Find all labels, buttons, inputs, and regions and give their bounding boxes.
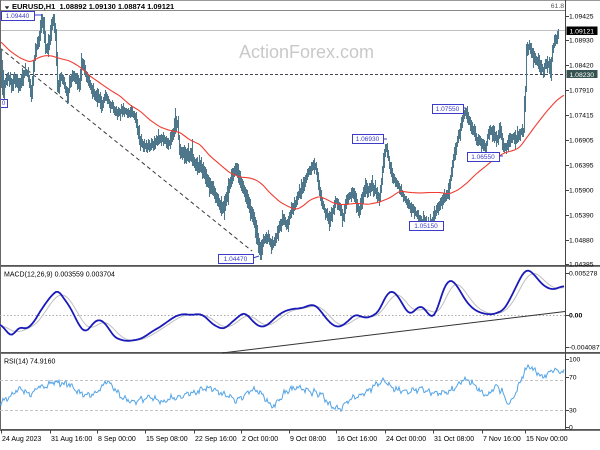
svg-text:31 Oct 08:00: 31 Oct 08:00 <box>434 436 474 443</box>
svg-text:31 Aug 16:00: 31 Aug 16:00 <box>51 436 92 443</box>
svg-text:0.00: 0.00 <box>569 313 582 320</box>
svg-text:1.07910: 1.07910 <box>569 88 594 95</box>
svg-text:15 Sep 08:00: 15 Sep 08:00 <box>146 436 188 443</box>
svg-text:1.06930: 1.06930 <box>356 136 380 143</box>
svg-text:7 Nov 16:00: 7 Nov 16:00 <box>483 436 521 443</box>
svg-text:24 Oct 00:00: 24 Oct 00:00 <box>386 436 426 443</box>
svg-text:100: 100 <box>569 357 581 364</box>
svg-text:1.06550: 1.06550 <box>471 154 495 161</box>
svg-text:1.04385: 1.04385 <box>569 262 594 269</box>
svg-text:1.05390: 1.05390 <box>569 213 594 220</box>
svg-text:1.05150: 1.05150 <box>414 223 438 230</box>
svg-text:1.04880: 1.04880 <box>569 238 594 245</box>
svg-text:30: 30 <box>569 408 577 415</box>
svg-text:ActionForex.com: ActionForex.com <box>239 42 374 62</box>
svg-text:0: 0 <box>569 425 573 432</box>
svg-text:RSI(14) 74.9160: RSI(14) 74.9160 <box>4 359 55 366</box>
svg-text:9 Oct 08:00: 9 Oct 08:00 <box>290 436 326 443</box>
svg-text:1.08230: 1.08230 <box>570 72 595 79</box>
svg-text:1.06395: 1.06395 <box>569 163 594 170</box>
svg-text:1.04470: 1.04470 <box>224 256 248 263</box>
svg-text:8 Sep 00:00: 8 Sep 00:00 <box>98 436 136 443</box>
svg-text:1.09425: 1.09425 <box>569 14 594 21</box>
svg-text:1.05900: 1.05900 <box>569 188 594 195</box>
svg-text:1.07415: 1.07415 <box>569 113 594 120</box>
svg-text:1.09121: 1.09121 <box>570 29 595 36</box>
svg-text:-0.004087: -0.004087 <box>569 345 600 352</box>
svg-text:0.005278: 0.005278 <box>569 271 598 278</box>
svg-text:1.08930: 1.08930 <box>569 38 594 45</box>
svg-text:EURUSD,H1 1.08892 1.09130 1.0: EURUSD,H1 1.08892 1.09130 1.08874 1.0912… <box>12 2 174 11</box>
svg-text:16 Oct 16:00: 16 Oct 16:00 <box>337 436 377 443</box>
svg-text:0: 0 <box>2 100 6 107</box>
svg-text:70: 70 <box>569 375 577 382</box>
svg-text:15 Nov 00:00: 15 Nov 00:00 <box>526 436 568 443</box>
svg-text:22 Sep 16:00: 22 Sep 16:00 <box>195 436 237 443</box>
svg-text:1.06905: 1.06905 <box>569 138 594 145</box>
svg-text:61.8: 61.8 <box>551 3 564 10</box>
svg-text:24 Aug 2023: 24 Aug 2023 <box>2 436 41 443</box>
svg-text:2 Oct 00:00: 2 Oct 00:00 <box>242 436 278 443</box>
svg-text:1.08420: 1.08420 <box>569 63 594 70</box>
svg-text:1.09440: 1.09440 <box>6 13 30 20</box>
svg-text:MACD(12,26,9) 0.003559 0.00370: MACD(12,26,9) 0.003559 0.003704 <box>4 272 115 279</box>
svg-text:1.07550: 1.07550 <box>436 106 460 113</box>
